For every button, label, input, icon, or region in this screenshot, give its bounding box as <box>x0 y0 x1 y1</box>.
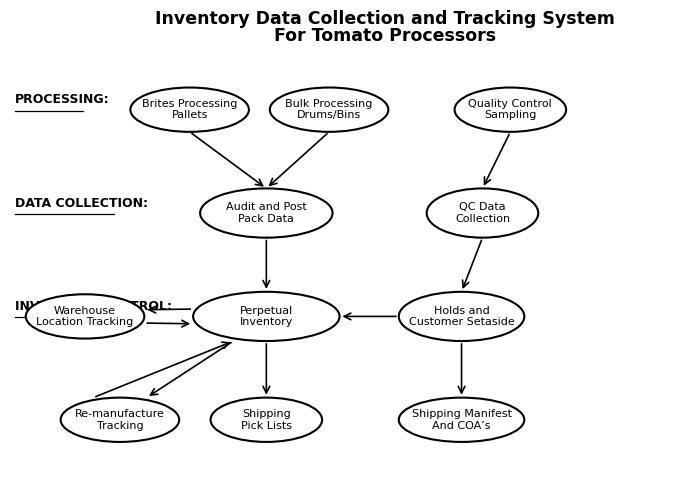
Ellipse shape <box>454 88 566 132</box>
Ellipse shape <box>26 294 144 339</box>
Ellipse shape <box>193 292 340 341</box>
Ellipse shape <box>211 397 322 442</box>
Text: Holds and
Customer Setaside: Holds and Customer Setaside <box>409 305 514 327</box>
Ellipse shape <box>130 88 249 132</box>
Text: Perpetual
Inventory: Perpetual Inventory <box>239 305 293 327</box>
Ellipse shape <box>270 88 388 132</box>
Text: PROCESSING:: PROCESSING: <box>15 94 110 106</box>
Text: QC Data
Collection: QC Data Collection <box>455 202 510 224</box>
Ellipse shape <box>427 189 538 238</box>
Text: DATA COLLECTION:: DATA COLLECTION: <box>15 197 148 210</box>
Text: Warehouse
Location Tracking: Warehouse Location Tracking <box>36 305 134 327</box>
Text: Shipping Manifest
And COA’s: Shipping Manifest And COA’s <box>412 409 512 431</box>
Text: Audit and Post
Pack Data: Audit and Post Pack Data <box>226 202 307 224</box>
Text: Shipping
Pick Lists: Shipping Pick Lists <box>241 409 292 431</box>
Ellipse shape <box>200 189 332 238</box>
Ellipse shape <box>399 397 524 442</box>
Text: For Tomato Processors: For Tomato Processors <box>274 27 496 45</box>
Ellipse shape <box>399 292 524 341</box>
Text: INVENTORY CONTROL:: INVENTORY CONTROL: <box>15 300 172 313</box>
Text: Bulk Processing
Drums/Bins: Bulk Processing Drums/Bins <box>286 99 373 120</box>
Text: Inventory Data Collection and Tracking System: Inventory Data Collection and Tracking S… <box>155 9 615 28</box>
Text: Quality Control
Sampling: Quality Control Sampling <box>468 99 552 120</box>
Text: Re-manufacture
Tracking: Re-manufacture Tracking <box>75 409 165 431</box>
Ellipse shape <box>61 397 179 442</box>
Text: Brites Processing
Pallets: Brites Processing Pallets <box>142 99 237 120</box>
